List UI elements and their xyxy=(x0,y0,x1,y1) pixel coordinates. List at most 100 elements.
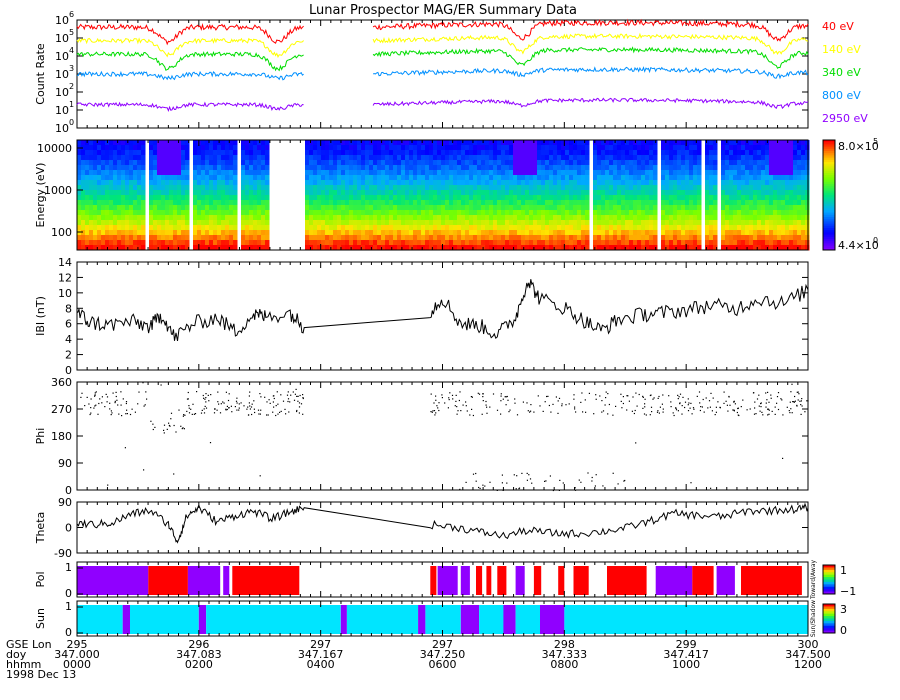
spectrogram-cell xyxy=(165,235,170,241)
spectrogram-cell xyxy=(417,165,422,171)
phi-point xyxy=(485,400,487,403)
spectrogram-cell xyxy=(761,235,766,241)
spectrogram-cell xyxy=(333,245,338,251)
spectrogram-cell xyxy=(153,215,158,221)
spectrogram-cell xyxy=(549,205,554,211)
spectrogram-cell xyxy=(493,225,498,231)
phi-point xyxy=(273,397,275,400)
spectrogram-cell xyxy=(201,215,206,221)
spectrogram-cell xyxy=(585,205,590,211)
spectrogram-cell xyxy=(165,165,170,171)
phi-point xyxy=(728,395,730,398)
spectrogram-cell xyxy=(429,240,434,246)
spectrogram-cell xyxy=(665,215,670,221)
spectrogram-cell xyxy=(433,190,438,196)
spectrogram-cell xyxy=(665,235,670,241)
spectrogram-cell xyxy=(401,145,406,151)
spectrogram-cell xyxy=(85,150,90,156)
spectrogram-cell xyxy=(709,160,714,166)
spectrogram-cell xyxy=(169,150,174,156)
phi-point xyxy=(460,410,462,412)
phi-points xyxy=(80,382,809,492)
spectrogram-cell xyxy=(553,175,558,181)
spectrogram-cell xyxy=(125,235,130,241)
phi-point xyxy=(180,425,182,427)
spectrogram-cell xyxy=(101,200,106,206)
spectrogram-cell xyxy=(641,235,646,241)
spectrogram-cell xyxy=(385,170,390,176)
spectrogram-cell xyxy=(349,235,354,241)
spectrogram-cell xyxy=(265,170,270,176)
spectrogram-cell xyxy=(469,210,474,216)
spectrogram-cell xyxy=(405,225,410,231)
spectrogram-cell xyxy=(709,245,714,251)
spectrogram-cell xyxy=(441,220,446,226)
spectrogram-cell xyxy=(357,205,362,211)
spectrogram-cell xyxy=(673,210,678,216)
spectrogram-cell xyxy=(373,185,378,191)
spectrogram-cell xyxy=(593,165,598,171)
spectrogram-cell xyxy=(517,200,522,206)
spectrogram-cell xyxy=(369,155,374,161)
spectrogram-cell xyxy=(493,140,498,146)
spectrogram-cell xyxy=(241,235,246,241)
spectrogram-cell xyxy=(529,195,534,201)
spectrogram-cell xyxy=(761,175,766,181)
spectrogram-cell xyxy=(309,190,314,196)
spectrogram-cell xyxy=(365,210,370,216)
spectrogram-cell xyxy=(97,225,102,231)
spectrogram-cell xyxy=(521,235,526,241)
spectrogram-cell xyxy=(625,205,630,211)
spectrogram-cell xyxy=(233,215,238,221)
spectrogram-cell xyxy=(205,245,210,251)
spectrogram-cell xyxy=(709,220,714,226)
spectrogram-cell xyxy=(705,200,710,206)
spectrogram-cell xyxy=(161,230,166,236)
spectrogram-cell xyxy=(129,145,134,151)
spectrogram-cell xyxy=(541,195,546,201)
spectrogram-cell xyxy=(309,155,314,161)
phi-point xyxy=(134,411,136,413)
spectrogram-cell xyxy=(241,155,246,161)
spectrogram-cell xyxy=(489,145,494,151)
spectrogram-cell xyxy=(377,200,382,206)
spectrogram-cell xyxy=(493,150,498,156)
spectrogram-cell xyxy=(541,165,546,171)
spectrogram-cell xyxy=(329,165,334,171)
spectrogram-cell xyxy=(485,245,490,251)
spectrogram-cell xyxy=(537,180,542,186)
spectrogram-cell xyxy=(105,150,110,156)
spectrogram-cell xyxy=(249,185,254,191)
spectrogram-colorbar-cell xyxy=(823,221,835,225)
b-magnitude-ytick-label: 10 xyxy=(58,287,72,300)
spectrogram-cell xyxy=(305,140,310,146)
phi-point xyxy=(557,400,559,402)
spectrogram-cell xyxy=(725,235,730,241)
phi-point xyxy=(684,401,687,403)
spectrogram-cell xyxy=(773,165,778,171)
phi-point xyxy=(249,408,251,410)
spectrogram-cell xyxy=(737,185,742,191)
spectrogram-cell xyxy=(505,220,510,226)
phi-point xyxy=(626,409,628,411)
spectrogram-cell xyxy=(645,175,650,181)
spectrogram-cell xyxy=(773,245,778,251)
spectrogram-cell xyxy=(329,145,334,151)
spectrogram-cell xyxy=(313,140,318,146)
spectrogram-cell xyxy=(405,235,410,241)
spectrogram-cell xyxy=(149,190,154,196)
spectrogram-cell xyxy=(165,140,170,146)
spectrogram-cell xyxy=(337,235,342,241)
spectrogram-cell xyxy=(429,170,434,176)
spectrogram-colorbar-cell xyxy=(823,197,835,200)
spectrogram-cell xyxy=(773,150,778,156)
phi-point xyxy=(107,484,109,486)
spectrogram-cell xyxy=(557,170,562,176)
spectrogram-cell xyxy=(681,175,686,181)
spectrogram-cell xyxy=(265,140,270,146)
spectrogram-cell xyxy=(801,210,806,216)
spectrogram-cell xyxy=(161,170,166,176)
spectrogram-cell xyxy=(557,145,562,151)
spectrogram-cell xyxy=(529,200,534,206)
spectrogram-cell xyxy=(661,205,666,211)
